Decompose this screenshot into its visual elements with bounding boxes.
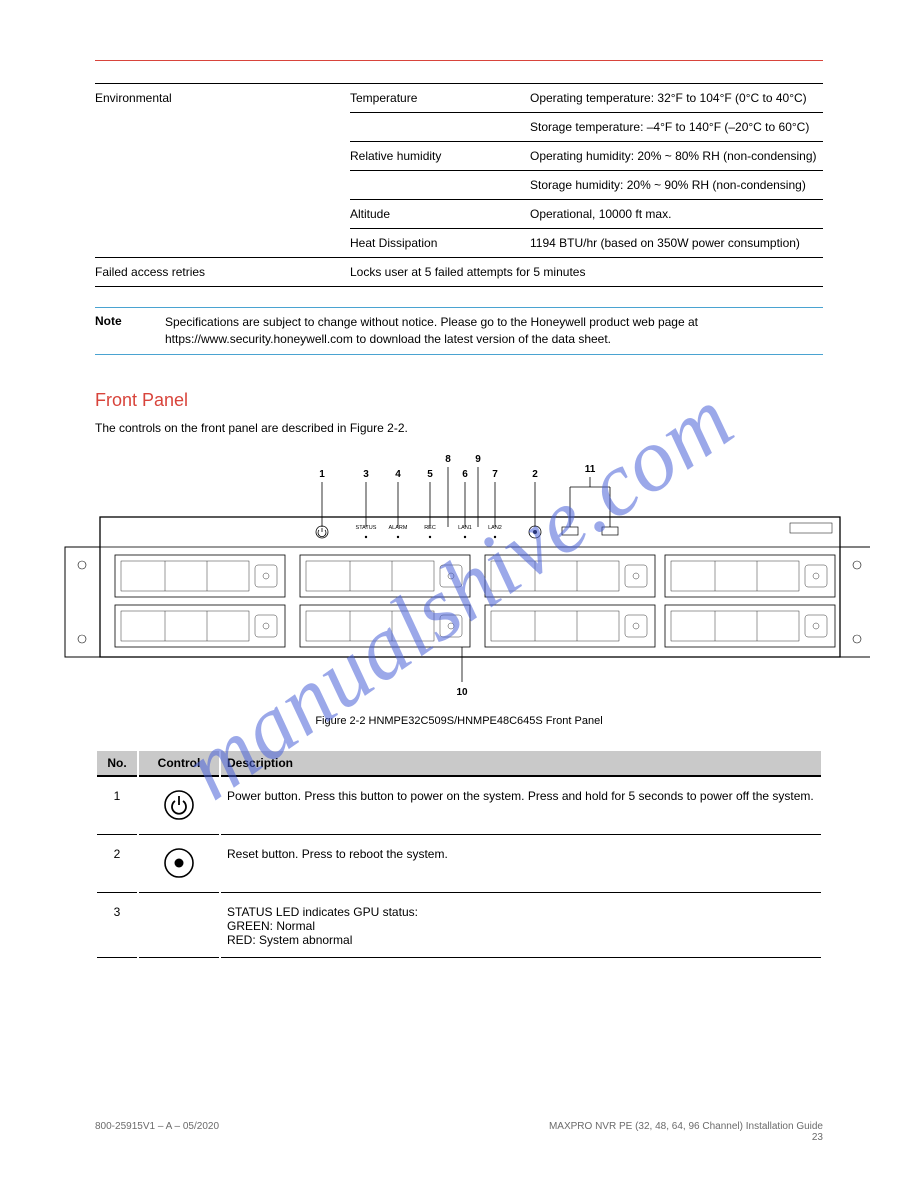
env-heat-val: 1194 BTU/hr (based on 350W power consump… [530,236,823,250]
row-ctrl-empty [139,895,219,958]
env-temp-label: Temperature [350,91,530,105]
front-panel-table: No. Control Description 1 Power button. … [95,749,823,960]
callout-1: 1 [319,469,325,480]
note-rule-bottom [95,354,823,355]
callout-6: 6 [462,469,468,480]
strip-rec: REC [424,525,436,531]
row-no: 3 [97,895,137,958]
callout-5: 5 [427,469,433,480]
env-rh-label2 [350,178,530,192]
row-desc: Power button. Press this button to power… [221,779,821,835]
env-temp-label2 [350,120,530,134]
env-alt-val: Operational, 10000 ft max. [530,207,823,221]
env-temp-val2: Storage temperature: –4°F to 140°F (–20°… [530,120,823,134]
callout-2: 2 [532,469,538,480]
table-row: 3 STATUS LED indicates GPU status: GREEN… [97,895,821,958]
callout-11: 11 [585,464,596,475]
front-panel-diagram: 1 3 4 5 8 6 9 7 2 11 [40,447,870,707]
callout-4: 4 [395,469,401,480]
env-alt-label: Altitude [350,207,530,221]
strip-status: STATUS [356,525,377,531]
env-right-col: Temperature Operating temperature: 32°F … [350,84,823,257]
env-table: Environmental Temperature Operating temp… [95,83,823,287]
env-heat-label: Heat Dissipation [350,236,530,250]
strip-lan1: LAN1 [458,525,472,531]
far-label: Failed access retries [95,258,350,286]
note-text: Specifications are subject to change wit… [165,314,823,348]
row-no: 1 [97,779,137,835]
row-desc: STATUS LED indicates GPU status: GREEN: … [221,895,821,958]
strip-lan2: LAN2 [488,525,502,531]
row-no: 2 [97,837,137,893]
chassis: STATUS ALARM REC LAN1 LAN2 [65,517,870,657]
note-block: Note Specifications are subject to chang… [95,307,823,355]
power-icon [163,789,195,821]
figure-caption: Figure 2-2 HNMPE32C509S/HNMPE48C645S Fro… [95,715,823,727]
reset-icon [163,847,195,879]
footer-page-number: 23 [549,1132,823,1143]
far-val: Locks user at 5 failed attempts for 5 mi… [350,258,823,286]
page-content: Environmental Temperature Operating temp… [0,0,918,1000]
env-label: Environmental [95,84,350,112]
callout-8: 8 [445,454,451,465]
footer-right-title: MAXPRO NVR PE (32, 48, 64, 96 Channel) I… [549,1121,823,1132]
callout-7: 7 [492,469,498,480]
fp-th-no: No. [97,751,137,777]
top-rule [95,60,823,61]
callout-10: 10 [456,687,468,698]
row-desc: Reset button. Press to reboot the system… [221,837,821,893]
callout-9: 9 [475,454,481,465]
fp-th-desc: Description [221,751,821,777]
footer-left: 800-25915V1 – A – 05/2020 [95,1121,219,1143]
fp-th-ctrl: Control [139,751,219,777]
env-temp-val1: Operating temperature: 32°F to 104°F (0°… [530,91,823,105]
page-footer: 800-25915V1 – A – 05/2020 MAXPRO NVR PE … [95,1121,823,1143]
callout-3: 3 [363,469,369,480]
front-panel-subtitle: The controls on the front panel are desc… [95,421,823,435]
front-panel-heading: Front Panel [95,390,823,411]
env-rh-val1: Operating humidity: 20% ~ 80% RH (non-co… [530,149,823,163]
note-label: Note [95,314,165,348]
strip-alarm: ALARM [389,525,408,531]
env-rh-label: Relative humidity [350,149,530,163]
table-row: 1 Power button. Press this button to pow… [97,779,821,835]
env-rh-val2: Storage humidity: 20% ~ 90% RH (non-cond… [530,178,823,192]
table-row: 2 Reset button. Press to reboot the syst… [97,837,821,893]
